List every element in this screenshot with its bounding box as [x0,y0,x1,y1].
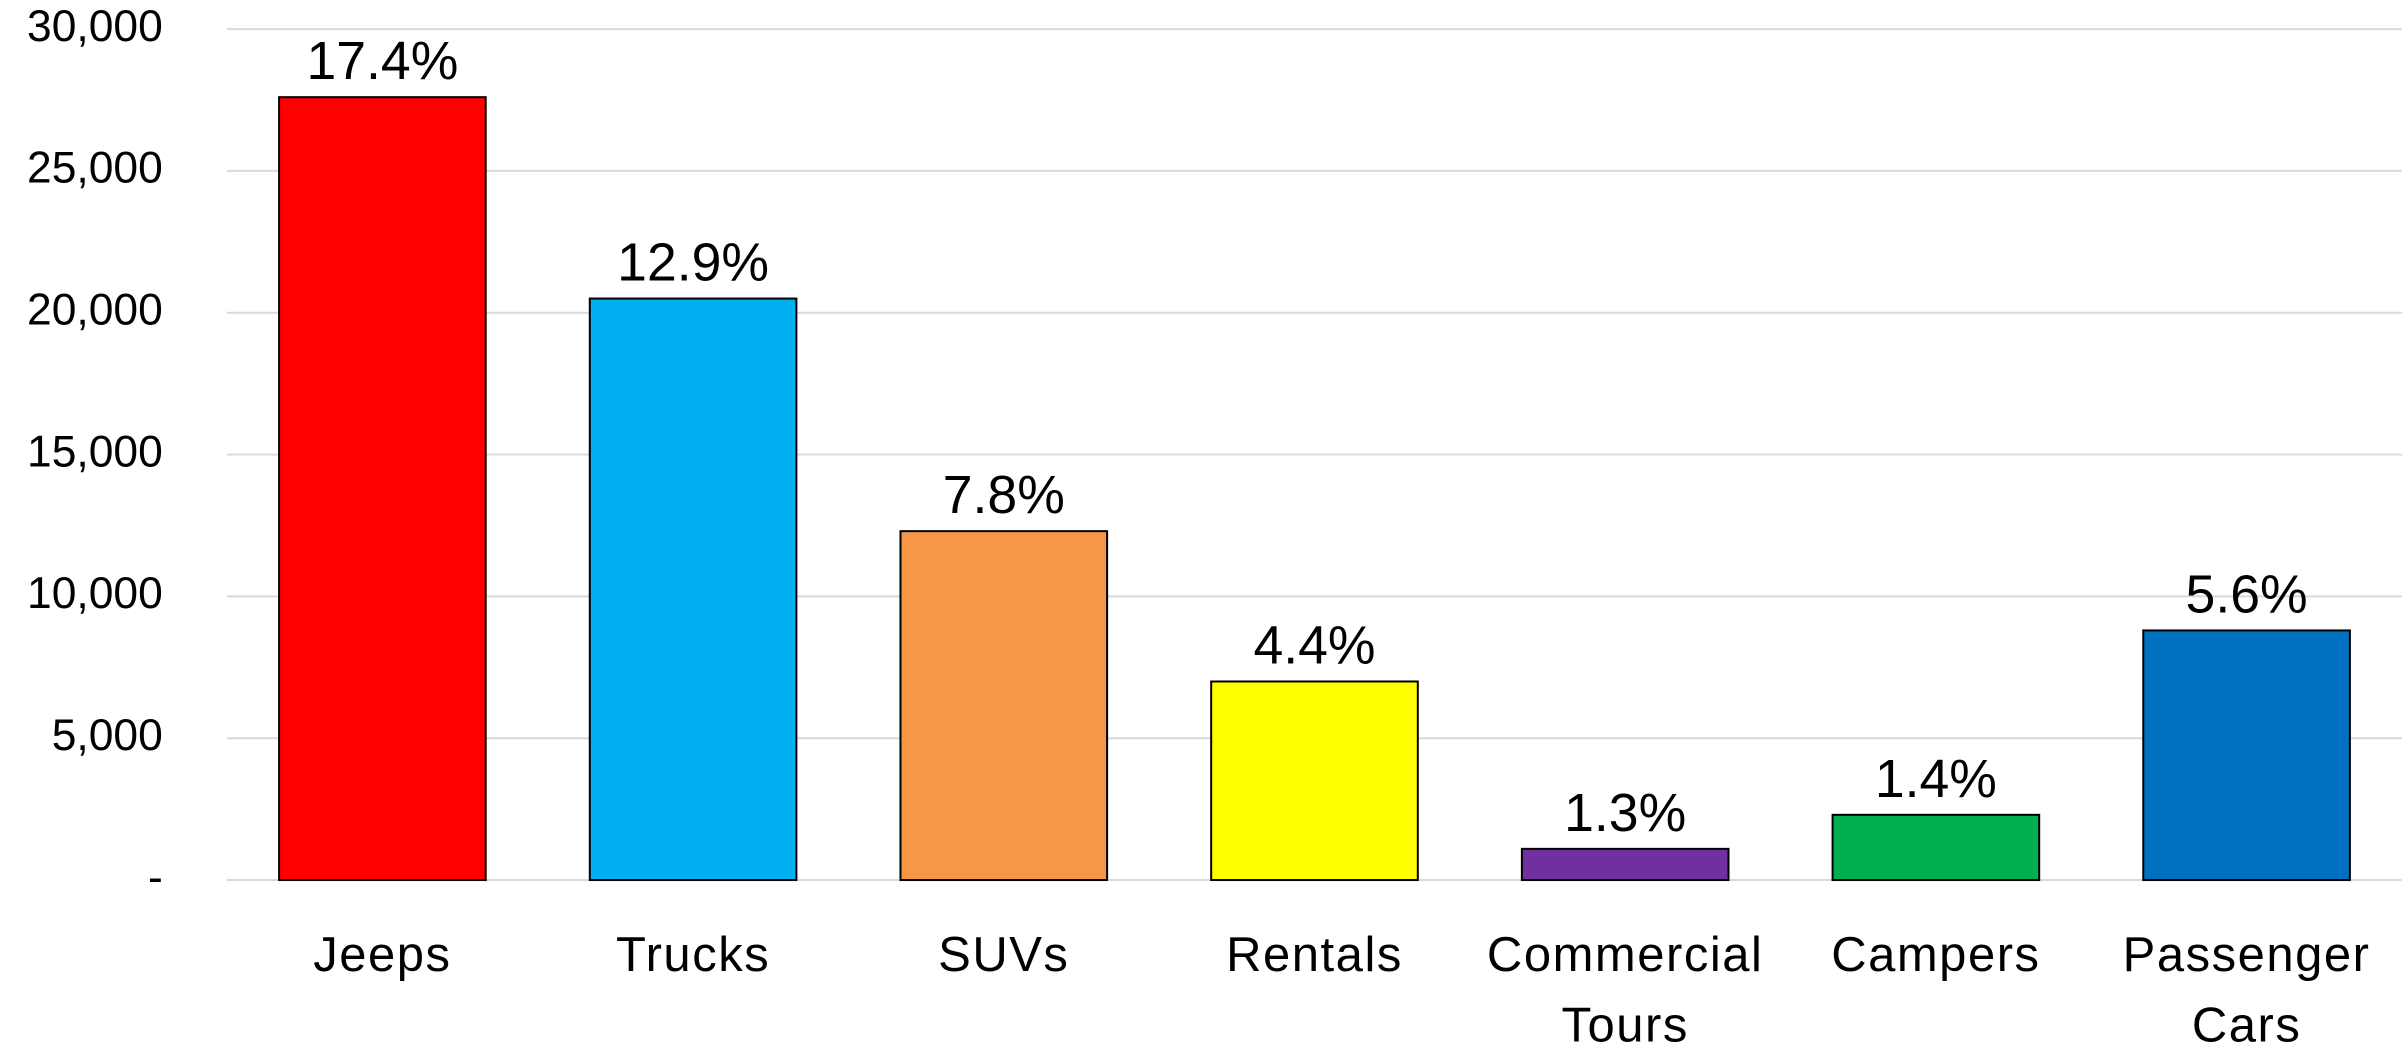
data-label: 1.3% [1564,784,1686,843]
bar [278,96,487,882]
bar [1831,813,2041,882]
y-tick-label: 30,000 [27,2,163,51]
x-tick-label: Jeeps [313,928,451,982]
y-tick-label: 20,000 [27,285,163,334]
bar [899,530,1109,882]
data-label: 5.6% [2186,565,2308,624]
x-tick-label: Commercial Tours [1487,928,1764,1052]
x-tick-label: Passenger Cars [2123,928,2371,1052]
bar [588,297,798,882]
y-tick-label: 15,000 [27,427,163,476]
x-tick-label: Trucks [616,928,770,982]
y-tick-label: 10,000 [27,569,163,618]
data-label: 17.4% [306,32,458,91]
y-tick-label: 25,000 [27,144,163,193]
y-tick-label: - [148,853,163,902]
x-tick-label: Rentals [1226,928,1403,982]
data-label: 12.9% [617,234,769,293]
bar [2142,629,2351,882]
x-tick-label: SUVs [938,928,1069,982]
data-label: 4.4% [1253,616,1375,675]
bar [1210,680,1419,882]
bar [1520,847,1730,882]
y-tick-label: 5,000 [52,711,163,760]
x-tick-label: Campers [1831,928,2040,982]
data-label: 7.8% [943,466,1065,525]
data-label: 1.4% [1875,750,1997,809]
